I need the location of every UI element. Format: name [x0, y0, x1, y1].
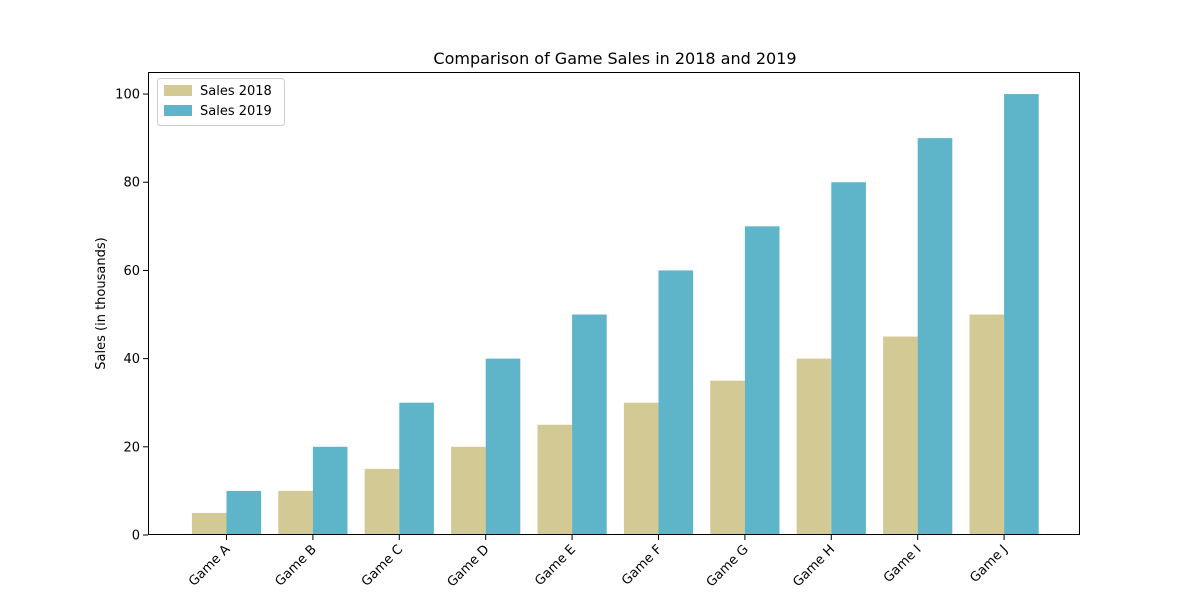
y-tick-label: 40 — [123, 352, 140, 367]
bar-2-game-i — [917, 138, 953, 535]
y-tick-label: 60 — [123, 264, 140, 279]
bar-1-game-h — [796, 358, 832, 535]
x-tick-label: Game F — [619, 542, 665, 588]
x-tick-label: Game C — [359, 542, 406, 589]
bar-2-game-g — [744, 226, 780, 535]
x-tick-label: Game G — [704, 542, 752, 590]
bar-1-game-i — [883, 336, 918, 535]
y-tick-label: 20 — [123, 440, 140, 455]
bar-1-game-f — [623, 402, 659, 535]
y-tick-label: 0 — [132, 529, 140, 544]
bar-1-game-b — [278, 490, 313, 535]
bar-2-game-h — [831, 182, 866, 536]
bar-2-game-d — [485, 358, 521, 535]
bar-2-game-j — [1004, 94, 1039, 536]
x-tick-label: Game D — [445, 542, 493, 590]
y-tick-label: 80 — [123, 176, 140, 191]
bars-layer — [191, 94, 1039, 536]
bar-1-game-e — [537, 424, 573, 535]
legend-label: Sales 2018 — [200, 84, 272, 99]
bar-2-game-f — [658, 270, 694, 535]
bar-2-game-b — [312, 446, 348, 535]
bar-2-game-e — [572, 314, 607, 535]
legend: Sales 2018 Sales 2019 — [157, 78, 285, 126]
bar-2-game-c — [399, 402, 434, 535]
x-tick-label: Game H — [790, 542, 838, 590]
bar-1-game-d — [451, 446, 486, 535]
x-tick-label: Game A — [186, 542, 233, 589]
y-tick-label: 100 — [115, 88, 140, 103]
x-tick-label: Game I — [881, 542, 925, 586]
legend-swatch — [164, 105, 192, 116]
chart-title: Comparison of Game Sales in 2018 and 201… — [433, 49, 796, 68]
legend-swatch — [164, 85, 192, 96]
y-axis: 0 20 40 60 80 100 — [115, 88, 148, 544]
x-tick-label: Game E — [532, 542, 579, 589]
x-tick-label: Game B — [273, 542, 320, 589]
bar-1-game-j — [969, 314, 1005, 535]
x-axis: Game A Game B Game C Game D Game E Game F Game… — [186, 535, 1011, 590]
plot-border — [148, 72, 1080, 535]
legend-label: Sales 2019 — [200, 104, 272, 119]
bar-1-game-a — [191, 512, 227, 535]
x-tick-label: Game J — [967, 542, 1011, 586]
y-axis-label: Sales (in thousands) — [94, 237, 109, 369]
bar-1-game-g — [710, 380, 745, 535]
bar-2-game-a — [226, 490, 262, 535]
bar-1-game-c — [364, 468, 400, 535]
